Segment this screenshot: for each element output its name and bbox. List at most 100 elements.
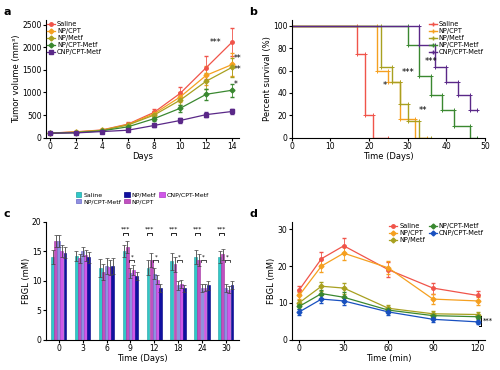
Bar <box>122 251 126 340</box>
NP/CPT <box>289 24 295 28</box>
Bar <box>156 280 159 340</box>
CNP/CPT-Metf <box>455 93 461 97</box>
NP/Metf <box>428 135 434 140</box>
Text: ***: *** <box>424 57 437 66</box>
X-axis label: Time (min): Time (min) <box>366 354 411 363</box>
Bar <box>58 241 60 340</box>
Text: *: * <box>130 255 134 260</box>
NP/CPT <box>397 117 403 121</box>
Saline <box>362 113 368 118</box>
Line: NP/CPT: NP/CPT <box>292 26 427 138</box>
Text: ***: *** <box>121 227 130 232</box>
Y-axis label: Tumor volume (mm³): Tumor volume (mm³) <box>12 35 21 123</box>
NP/CPT <box>412 135 418 140</box>
Bar <box>218 257 221 340</box>
NP/CPT-Metf <box>451 124 457 129</box>
Line: NP/Metf: NP/Metf <box>292 26 431 138</box>
Line: Saline: Saline <box>292 26 388 138</box>
Bar <box>222 254 224 340</box>
Saline <box>370 135 376 140</box>
Bar <box>206 285 210 340</box>
CNP/CPT-Metf <box>455 80 461 84</box>
NP/CPT <box>386 68 392 73</box>
Text: **: ** <box>234 65 241 74</box>
NP/CPT-Metf <box>289 24 295 28</box>
CNP/CPT-Metf <box>466 93 472 97</box>
CNP/CPT-Metf <box>416 43 422 47</box>
Saline <box>289 24 295 28</box>
Text: **: ** <box>234 54 241 63</box>
CNP/CPT-Metf <box>289 24 295 28</box>
Bar <box>105 266 108 340</box>
CNP/CPT-Metf <box>432 65 438 69</box>
Text: ***: *** <box>402 68 414 77</box>
CNP/CPT-Metf <box>432 43 438 47</box>
Legend: Saline, NP/CPT, NP/Metf, NP/CPT-Metf, CNP/CPT-Metf: Saline, NP/CPT, NP/Metf, NP/CPT-Metf, CN… <box>47 21 102 56</box>
NP/Metf <box>397 102 403 106</box>
Bar <box>108 267 111 340</box>
Y-axis label: FBGL (mM): FBGL (mM) <box>22 258 30 304</box>
NP/CPT-Metf <box>416 43 422 47</box>
Text: d: d <box>249 209 257 219</box>
NP/CPT <box>374 68 380 73</box>
Bar <box>99 268 102 340</box>
NP/CPT-Metf <box>466 135 472 140</box>
NP/CPT-Metf <box>466 124 472 129</box>
NP/CPT-Metf <box>404 43 410 47</box>
NP/Metf <box>397 80 403 84</box>
NP/Metf <box>404 119 410 123</box>
NP/Metf <box>389 65 395 69</box>
Text: *: * <box>202 255 205 260</box>
CNP/CPT-Metf <box>444 65 450 69</box>
Y-axis label: Percent survival (%): Percent survival (%) <box>262 37 272 121</box>
NP/CPT-Metf <box>440 107 446 112</box>
Bar <box>84 255 87 340</box>
Saline <box>370 113 376 118</box>
Bar <box>200 288 203 340</box>
Bar <box>126 247 128 340</box>
Bar <box>170 261 173 340</box>
Bar <box>60 251 64 340</box>
NP/CPT <box>386 80 392 84</box>
NP/CPT-Metf <box>440 93 446 97</box>
Bar <box>176 285 180 340</box>
Bar <box>64 252 66 340</box>
X-axis label: Days: Days <box>132 152 153 161</box>
Bar <box>51 257 54 340</box>
Bar <box>198 260 200 340</box>
Saline <box>354 51 360 56</box>
Bar <box>159 288 162 340</box>
Bar <box>194 257 197 340</box>
Y-axis label: FBGL (mM): FBGL (mM) <box>268 258 276 304</box>
Text: ***: *** <box>168 227 178 232</box>
NP/Metf <box>416 135 422 140</box>
Saline <box>354 24 360 28</box>
Text: **: ** <box>419 106 428 115</box>
NP/CPT-Metf <box>404 24 410 28</box>
Text: ***: *** <box>482 317 493 324</box>
Bar <box>146 268 150 340</box>
NP/CPT-Metf <box>474 135 480 140</box>
Bar <box>88 257 90 340</box>
Text: a: a <box>3 7 10 17</box>
Saline <box>386 135 392 140</box>
Text: b: b <box>249 7 257 17</box>
NP/Metf <box>389 80 395 84</box>
Bar <box>224 288 227 340</box>
Text: c: c <box>3 209 10 219</box>
Legend: Saline, NP/CPT, NP/Metf, NP/CPT-Metf, CNP/CPT-Metf: Saline, NP/CPT, NP/Metf, NP/CPT-Metf, CN… <box>390 223 484 243</box>
Bar <box>102 272 105 340</box>
Text: *: * <box>234 80 237 89</box>
Text: ***: *** <box>192 227 202 232</box>
Bar <box>129 273 132 340</box>
NP/CPT <box>374 24 380 28</box>
Bar <box>230 285 234 340</box>
NP/CPT <box>424 135 430 140</box>
Bar <box>135 276 138 340</box>
Text: *: * <box>154 255 157 260</box>
Text: ***: *** <box>210 38 222 47</box>
Bar <box>204 288 206 340</box>
Bar <box>150 260 152 340</box>
Bar <box>228 290 230 340</box>
NP/CPT-Metf <box>416 74 422 78</box>
